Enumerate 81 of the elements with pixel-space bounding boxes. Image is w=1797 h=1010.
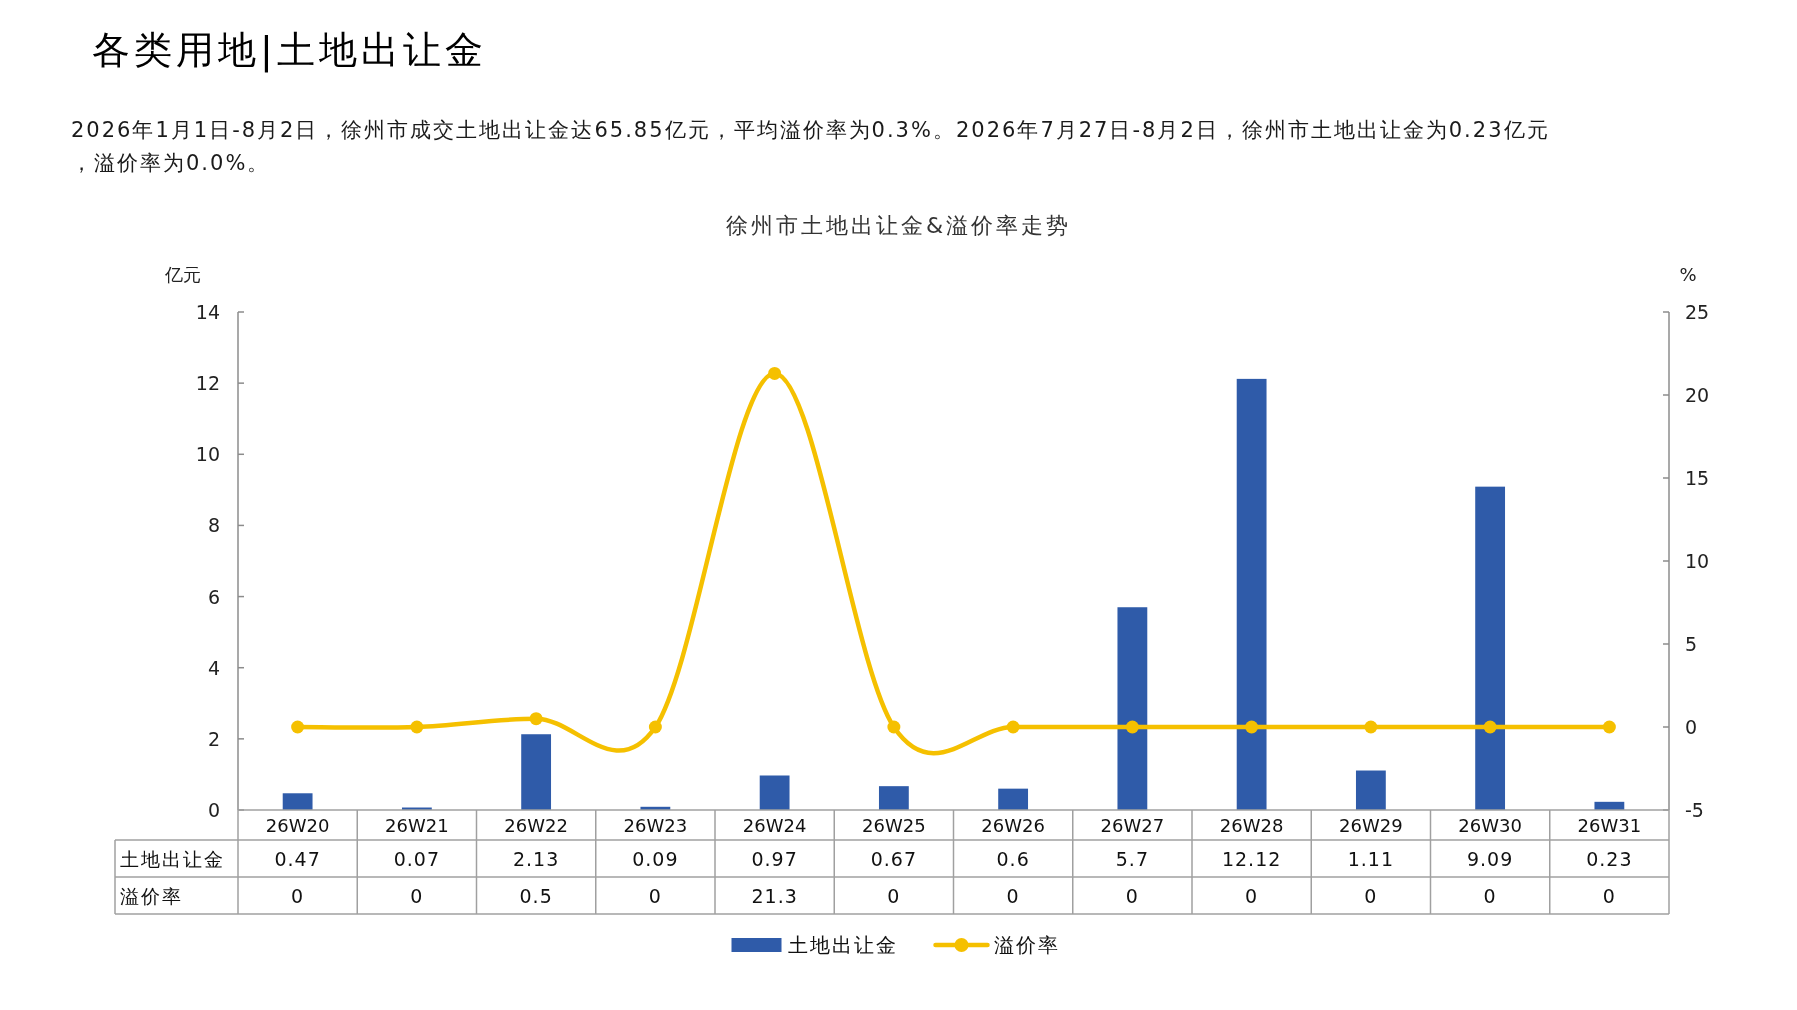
y-tick-label: 8 — [207, 514, 220, 537]
y-tick-label: 10 — [195, 443, 220, 466]
data-label: 0.97 — [751, 847, 798, 870]
y2-tick-label: 20 — [1685, 384, 1710, 406]
x-tick-label: 26W23 — [623, 814, 688, 836]
data-label: 0 — [291, 884, 305, 907]
point — [1125, 720, 1139, 734]
data-label: 2.13 — [512, 847, 560, 870]
data-label: 0.47 — [274, 847, 321, 870]
data-label: 0 — [1245, 884, 1259, 907]
bar — [1355, 770, 1386, 810]
bar — [998, 788, 1029, 810]
data-label: 0 — [887, 884, 901, 907]
point — [1602, 720, 1616, 734]
chart-subtitle: 2026年1月1日-8月2日，徐州市成交土地出让金达65.85亿元，平均溢价率为0.3%。2026年7月27日-8月2日，徐州市土地出让金为0.23亿元，溢价率为0.0%。 — [71, 118, 1550, 175]
y-tick-label: 6 — [207, 585, 220, 608]
text: 土地出让金 — [120, 847, 225, 870]
data-label: 0 — [410, 884, 424, 907]
x-tick-label: 26W25 — [862, 814, 926, 836]
legend-label: 溢价率 — [993, 933, 1060, 957]
y2-axis-title: % — [1679, 263, 1697, 285]
y2-tick-label: 25 — [1685, 301, 1710, 323]
point — [291, 720, 305, 734]
data-label: 0 — [1364, 884, 1378, 907]
point — [648, 720, 662, 734]
data-label: 0.5 — [519, 884, 553, 907]
data-label: 5.7 — [1115, 847, 1149, 870]
data-label: 0 — [1602, 884, 1616, 907]
y2-tick-label: 10 — [1685, 550, 1710, 572]
point — [1245, 720, 1259, 734]
legend-label: 土地出让金 — [787, 933, 898, 957]
data-label: 0.6 — [996, 847, 1030, 870]
y2-tick-label: 15 — [1685, 467, 1710, 489]
x-tick-label: 26W21 — [385, 814, 449, 836]
data-label: 0.23 — [1586, 847, 1633, 870]
text: 溢价率 — [120, 884, 183, 907]
data-label: 9.09 — [1466, 847, 1514, 870]
bar — [282, 793, 313, 810]
x-tick-label: 26W22 — [504, 814, 568, 836]
data-label: 1.11 — [1347, 847, 1395, 870]
x-tick-label: 26W31 — [1577, 814, 1642, 836]
x-tick-label: 26W30 — [1458, 814, 1522, 836]
text: 徐州市土地出让金&溢价率走势 — [725, 212, 1072, 238]
data-label: 21.3 — [751, 884, 798, 907]
y-tick-label: 0 — [207, 799, 220, 821]
y-tick-label: 4 — [207, 656, 220, 679]
data-label: 12.12 — [1221, 847, 1282, 870]
x-tick-label: 26W29 — [1339, 814, 1403, 836]
bar — [878, 786, 909, 810]
bar — [1475, 486, 1506, 810]
bar — [759, 775, 790, 810]
y2-tick-label: 5 — [1685, 633, 1698, 655]
data-label: 0 — [1125, 884, 1139, 907]
point — [887, 720, 901, 734]
bar — [1236, 378, 1267, 810]
x-tick-label: 26W20 — [265, 814, 330, 836]
point — [1364, 720, 1378, 734]
data-label: 0.09 — [632, 847, 679, 870]
point — [768, 366, 782, 380]
y-tick-label: 14 — [195, 301, 220, 323]
point — [529, 712, 543, 726]
data-label: 0 — [1483, 884, 1497, 907]
data-label: 0 — [1006, 884, 1020, 907]
y-tick-label: 12 — [195, 372, 220, 395]
data-label: 0 — [648, 884, 662, 907]
x-tick-label: 26W26 — [981, 814, 1045, 836]
point — [1483, 720, 1497, 734]
x-tick-label: 26W28 — [1219, 814, 1284, 836]
y2-tick-label: 0 — [1685, 716, 1698, 738]
point — [1006, 720, 1020, 734]
data-label: 0.07 — [393, 847, 441, 870]
bar — [1117, 607, 1148, 810]
y-axis-title: 亿元 — [164, 263, 201, 285]
point — [410, 720, 424, 734]
x-tick-label: 26W24 — [742, 814, 807, 836]
y-tick-label: 2 — [207, 727, 220, 750]
chart-title: 各类用地|土地出让金 — [92, 28, 487, 73]
y2-tick-label: -5 — [1685, 799, 1704, 821]
x-tick-label: 26W27 — [1100, 814, 1165, 836]
bar — [521, 734, 552, 810]
data-label: 0.67 — [870, 847, 918, 870]
